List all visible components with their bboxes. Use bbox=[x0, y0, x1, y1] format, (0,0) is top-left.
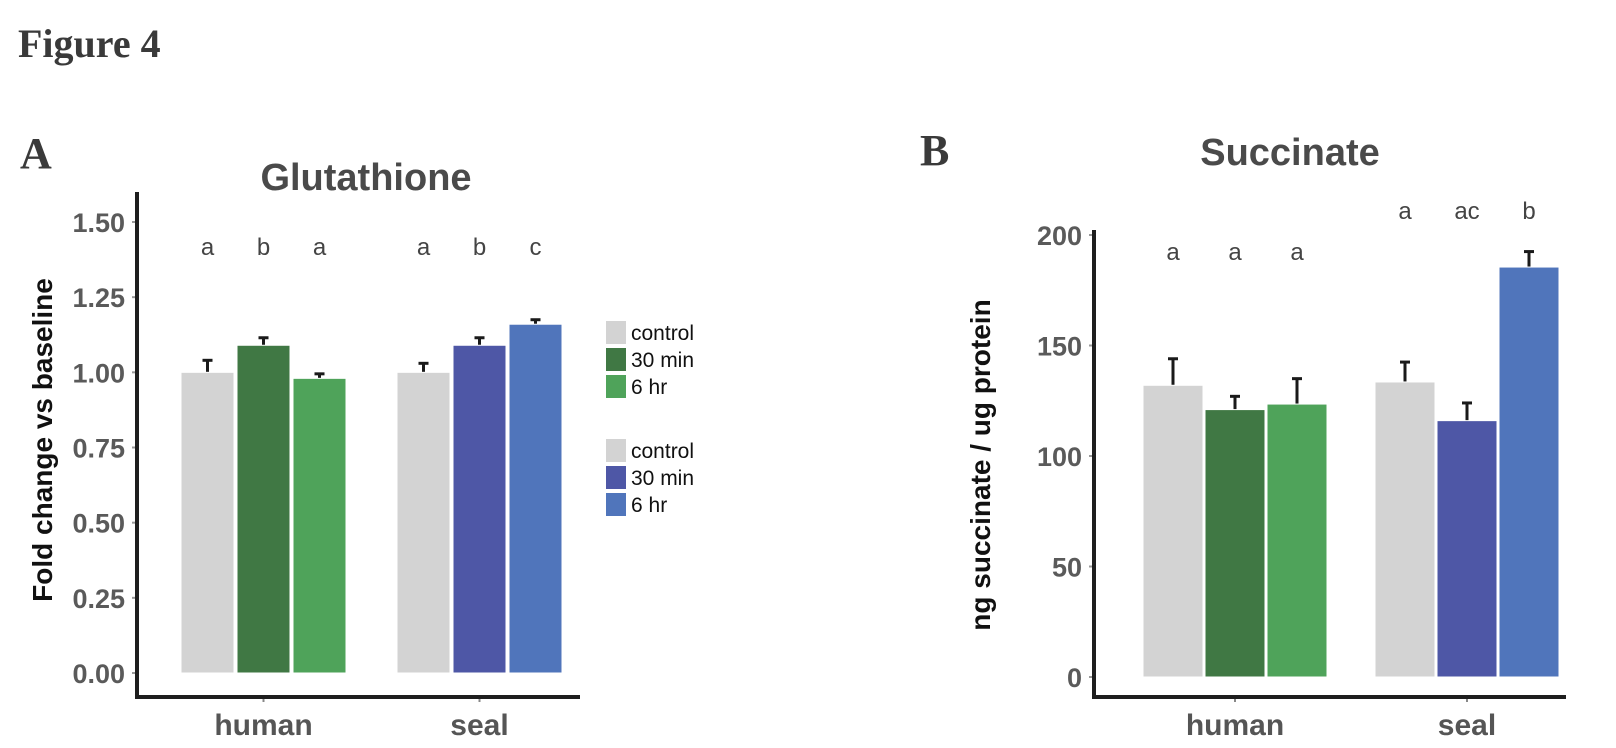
y-tick-label: 0.50 bbox=[72, 509, 125, 539]
bar-seal-control bbox=[396, 371, 451, 674]
bar-seal-control bbox=[1374, 381, 1436, 678]
y-tick-label: 0 bbox=[1067, 663, 1082, 693]
legend-label: 30 min bbox=[631, 349, 694, 372]
x-category-label: seal bbox=[450, 709, 508, 742]
y-tick-label: 0.00 bbox=[72, 659, 125, 689]
significance-letter: a bbox=[417, 234, 431, 261]
legend-swatch bbox=[606, 493, 626, 516]
legend-label: control bbox=[631, 440, 694, 463]
panel-a-label: A bbox=[20, 129, 52, 178]
significance-letter: a bbox=[1290, 239, 1304, 266]
y-tick-label: 150 bbox=[1037, 332, 1082, 362]
y-tick-label: 200 bbox=[1037, 221, 1082, 251]
panel-a: A Glutathione Fold change vs baseline 0.… bbox=[20, 129, 694, 742]
bar-seal-30-min bbox=[1436, 420, 1498, 678]
y-tick-label: 1.50 bbox=[72, 208, 125, 238]
significance-letter: a bbox=[1228, 239, 1242, 266]
figure-title: Figure 4 bbox=[18, 21, 161, 66]
legend-label: 6 hr bbox=[631, 494, 667, 517]
legend-label: control bbox=[631, 322, 694, 345]
legend-swatch bbox=[606, 321, 626, 344]
significance-letter: b bbox=[1522, 198, 1535, 225]
panel-b-label: B bbox=[920, 126, 949, 175]
significance-letter: ac bbox=[1454, 198, 1479, 225]
significance-letter: c bbox=[530, 234, 542, 261]
panel-a-title: Glutathione bbox=[260, 157, 471, 199]
significance-letter: a bbox=[313, 234, 327, 261]
significance-letter: a bbox=[1398, 198, 1412, 225]
x-category-label: human bbox=[214, 709, 312, 742]
bar-human-30-min bbox=[236, 344, 291, 674]
y-tick-label: 0.75 bbox=[72, 434, 125, 464]
significance-letter: b bbox=[473, 234, 486, 261]
bar-seal-6-hr bbox=[508, 323, 563, 674]
bar-human-control bbox=[1142, 384, 1204, 678]
y-tick-label: 1.25 bbox=[72, 283, 125, 313]
panel-a-plot: 0.00 0.25 0.50 0.75 1.00 1.25 1.50 a b a human a b c s… bbox=[72, 192, 580, 742]
legend-swatch bbox=[606, 348, 626, 371]
y-tick-label: 100 bbox=[1037, 442, 1082, 472]
significance-letter: a bbox=[201, 234, 215, 261]
x-category-label: human bbox=[1186, 709, 1284, 742]
bar-human-30-min bbox=[1204, 409, 1266, 678]
y-tick-label: 0.25 bbox=[72, 584, 125, 614]
significance-letter: a bbox=[1166, 239, 1180, 266]
legend-label: 6 hr bbox=[631, 376, 667, 399]
bar-human-6-hr bbox=[1266, 403, 1328, 678]
legend-label: 30 min bbox=[631, 467, 694, 490]
legend-swatch bbox=[606, 439, 626, 462]
legend-swatch bbox=[606, 466, 626, 489]
bar-seal-6-hr bbox=[1498, 266, 1560, 678]
bar-human-6-hr bbox=[292, 377, 347, 674]
bar-seal-30-min bbox=[452, 344, 507, 674]
panel-b-title: Succinate bbox=[1200, 132, 1380, 174]
y-tick-label: 1.00 bbox=[72, 358, 125, 388]
panel-b-y-axis-label: ng succinate / ug protein bbox=[965, 299, 996, 630]
panel-b-plot: 0 50 100 150 200 a a a human a ac b seal bbox=[1037, 198, 1566, 742]
panel-a-legend: control 30 min 6 hr control 30 min 6 hr bbox=[606, 321, 694, 517]
significance-letter: b bbox=[257, 234, 270, 261]
bar-human-control bbox=[180, 371, 235, 674]
panel-b: B Succinate ng succinate / ug protein 0 5… bbox=[920, 126, 1566, 742]
panel-a-y-axis-label: Fold change vs baseline bbox=[27, 278, 58, 602]
x-category-label: seal bbox=[1438, 709, 1496, 742]
y-tick-label: 50 bbox=[1052, 553, 1082, 583]
legend-swatch bbox=[606, 375, 626, 398]
